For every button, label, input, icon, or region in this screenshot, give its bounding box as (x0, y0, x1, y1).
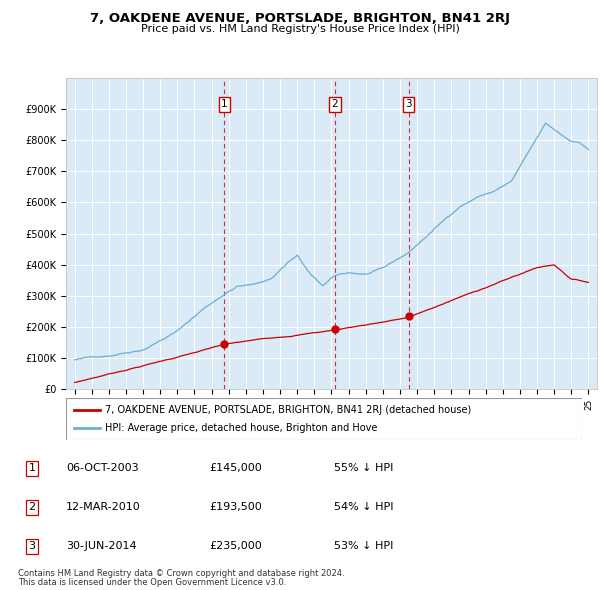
Text: 2: 2 (332, 99, 338, 109)
FancyBboxPatch shape (66, 398, 582, 440)
Text: Contains HM Land Registry data © Crown copyright and database right 2024.: Contains HM Land Registry data © Crown c… (18, 569, 344, 578)
Text: 06-OCT-2003: 06-OCT-2003 (66, 464, 139, 473)
Text: 7, OAKDENE AVENUE, PORTSLADE, BRIGHTON, BN41 2RJ (detached house): 7, OAKDENE AVENUE, PORTSLADE, BRIGHTON, … (104, 405, 471, 415)
Text: 2: 2 (29, 503, 35, 512)
Text: HPI: Average price, detached house, Brighton and Hove: HPI: Average price, detached house, Brig… (104, 423, 377, 433)
Text: £193,500: £193,500 (210, 503, 263, 512)
Text: 1: 1 (29, 464, 35, 473)
Text: This data is licensed under the Open Government Licence v3.0.: This data is licensed under the Open Gov… (18, 578, 286, 587)
Text: 7, OAKDENE AVENUE, PORTSLADE, BRIGHTON, BN41 2RJ: 7, OAKDENE AVENUE, PORTSLADE, BRIGHTON, … (90, 12, 510, 25)
Text: Price paid vs. HM Land Registry's House Price Index (HPI): Price paid vs. HM Land Registry's House … (140, 24, 460, 34)
Text: £145,000: £145,000 (210, 464, 263, 473)
Text: 1: 1 (221, 99, 228, 109)
Text: £235,000: £235,000 (210, 542, 263, 551)
Text: 3: 3 (29, 542, 35, 551)
Text: 55% ↓ HPI: 55% ↓ HPI (334, 464, 393, 473)
Text: 12-MAR-2010: 12-MAR-2010 (66, 503, 140, 512)
Text: 3: 3 (405, 99, 412, 109)
Text: 30-JUN-2014: 30-JUN-2014 (66, 542, 137, 551)
Text: 53% ↓ HPI: 53% ↓ HPI (334, 542, 393, 551)
Text: 54% ↓ HPI: 54% ↓ HPI (334, 503, 394, 512)
